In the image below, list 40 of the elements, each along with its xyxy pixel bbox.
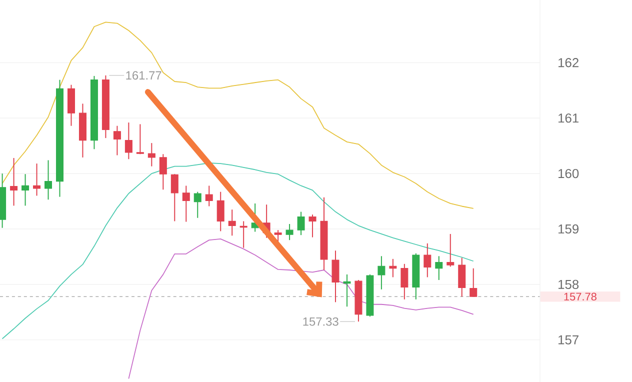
candlestick xyxy=(240,220,248,248)
annotation: 157.33 xyxy=(303,317,338,326)
candlestick xyxy=(400,263,408,300)
candlestick xyxy=(216,191,224,232)
candlestick xyxy=(378,256,386,290)
candlestick xyxy=(470,268,478,298)
candlestick xyxy=(308,214,316,238)
candlestick xyxy=(297,211,305,236)
candlestick xyxy=(286,223,294,241)
y-tick-label: 158 xyxy=(558,280,579,290)
candlestick xyxy=(446,233,454,268)
line-series xyxy=(128,238,474,380)
y-tick-label: 160 xyxy=(558,168,579,178)
candlestick xyxy=(332,250,340,303)
candlestick xyxy=(10,158,18,206)
candlestick xyxy=(22,174,30,206)
candlestick xyxy=(33,163,41,196)
y-tick-label: 159 xyxy=(558,224,579,234)
candlestick xyxy=(148,142,156,167)
candlestick xyxy=(182,185,190,222)
candlestick xyxy=(136,124,144,155)
candlestick xyxy=(170,174,178,222)
candlestick xyxy=(113,125,121,156)
candlestick xyxy=(124,122,132,160)
candlestick xyxy=(424,242,432,278)
candlestick xyxy=(389,258,397,278)
candlestick xyxy=(435,256,443,280)
candlestick xyxy=(194,191,202,218)
y-tick-label: 162 xyxy=(558,58,578,68)
candlestick xyxy=(228,209,236,236)
y-tick-label: 157 xyxy=(558,335,578,344)
candlestick xyxy=(44,160,52,200)
ref-line-label: 157.78 xyxy=(564,292,596,300)
y-tick-label: 161 xyxy=(558,114,579,123)
candlestick xyxy=(205,185,213,207)
candlestick xyxy=(458,257,466,298)
annotation: 161.77 xyxy=(126,71,162,80)
candlestick xyxy=(159,154,167,190)
candlestick xyxy=(274,230,282,242)
candlestick xyxy=(343,274,351,308)
